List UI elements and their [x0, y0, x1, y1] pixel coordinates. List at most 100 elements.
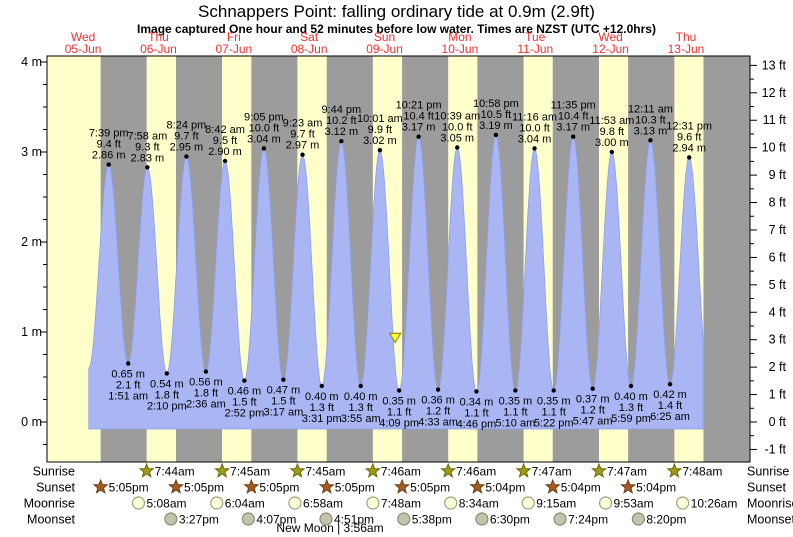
moonrise-icon: [444, 496, 458, 510]
low-tide-feet: 2.1 ft: [116, 380, 140, 392]
low-tide-feet: 1.1 ft: [541, 407, 565, 419]
high-tide-feet: 9.7 ft: [174, 131, 198, 143]
tide-extreme-dot: [532, 146, 537, 151]
high-tide-feet: 9.6 ft: [677, 131, 701, 143]
high-tide-meters: 3.02 m: [363, 135, 397, 147]
high-tide-time: 10:21 pm: [396, 100, 442, 112]
sunrise-icon: [440, 462, 457, 478]
moonrise-time: 9:15am: [536, 497, 576, 511]
almanac-row-label-left: Sunset: [36, 481, 75, 495]
current-tide-marker: [388, 332, 402, 344]
high-tide-feet: 10.4 ft: [403, 111, 434, 123]
sunset-time: 5:04pm: [485, 481, 525, 495]
night-band: [703, 56, 750, 462]
low-tide-feet: 1.5 ft: [232, 397, 256, 409]
high-tide-meters: 3.17 m: [556, 122, 590, 134]
low-tide-feet: 1.1 ft: [464, 407, 488, 419]
high-tide-meters: 3.12 m: [325, 126, 359, 138]
almanac-row-label-left: Moonset: [27, 513, 75, 527]
left-axis-label: 3 m: [21, 145, 42, 159]
tide-extreme-dot: [667, 382, 673, 387]
sunrise-time: 7:47am: [607, 465, 647, 479]
tide-extreme-dot: [339, 139, 344, 144]
sunrise-time: 7:45am: [230, 465, 270, 479]
moonset-time: 8:20pm: [646, 513, 686, 527]
tide-extreme-dot: [300, 152, 305, 157]
day-of-week-label: Thu: [148, 30, 169, 44]
tide-extreme-dot: [551, 388, 556, 393]
right-axis-label: 0 ft: [769, 415, 787, 429]
high-tide-feet: 10.5 ft: [481, 109, 512, 121]
high-tide-meters: 3.05 m: [440, 133, 474, 145]
day-of-week-label: Wed: [598, 30, 622, 44]
low-tide-meters: 0.40 m: [614, 391, 648, 403]
high-tide-time: 10:01 am: [357, 113, 403, 125]
tide-extreme-dot: [377, 148, 383, 153]
low-tide-feet: 1.3 ft: [310, 402, 334, 414]
high-tide-meters: 3.04 m: [518, 133, 552, 145]
high-tide-time: 9:05 pm: [244, 111, 284, 123]
tide-extreme-dot: [628, 383, 634, 389]
high-tide-meters: 3.00 m: [595, 137, 629, 149]
high-tide-time: 7:58 am: [128, 130, 168, 142]
low-tide-feet: 1.2 ft: [426, 406, 450, 418]
moonrise-icon: [521, 496, 535, 510]
low-tide-meters: 0.46 m: [228, 386, 262, 398]
moonrise-time: 9:53am: [614, 497, 654, 511]
sunset-time: 5:05pm: [184, 481, 224, 495]
low-tide-time: 5:22 pm: [534, 418, 574, 430]
moonrise-icon: [676, 496, 690, 510]
low-tide-time: 2:52 pm: [225, 408, 265, 420]
moonset-time: 5:38pm: [412, 513, 452, 527]
sunrise-time: 7:48am: [682, 465, 722, 479]
moonset-icon: [475, 512, 489, 526]
low-tide-feet: 1.5 ft: [271, 396, 295, 408]
moonset-icon: [397, 512, 411, 526]
right-axis-label: 6 ft: [769, 250, 787, 264]
low-tide-time: 1:51 am: [108, 391, 148, 403]
moonset-icon: [319, 512, 333, 526]
tide-extreme-dot: [474, 389, 479, 394]
high-tide-meters: 2.86 m: [92, 150, 126, 162]
high-tide-feet: 10.0 ft: [249, 122, 280, 134]
moonset-icon: [631, 512, 645, 526]
day-of-week-label: Fri: [227, 30, 241, 44]
moonrise-time: 6:04am: [225, 497, 265, 511]
sunset-time: 5:04pm: [561, 481, 601, 495]
sunset-icon: [167, 478, 185, 494]
right-axis-label: 11 ft: [763, 113, 787, 127]
low-tide-time: 3:31 pm: [302, 413, 342, 425]
almanac-row-label-right: Moonset: [747, 513, 793, 527]
moonrise-time: 10:26am: [691, 497, 738, 511]
moonset-icon: [241, 512, 255, 526]
plot-border: [46, 55, 751, 463]
sunset-icon: [318, 478, 335, 494]
almanac-row-label-left: Moonrise: [24, 497, 75, 511]
moonrise-time: 7:48am: [381, 497, 421, 511]
low-tide-feet: 1.2 ft: [580, 405, 604, 417]
high-tide-feet: 9.8 ft: [600, 126, 624, 138]
day-of-week-label: Wed: [71, 30, 95, 44]
high-tide-feet: 10.0 ft: [442, 122, 473, 134]
day-date-label: 10-Jun: [442, 42, 479, 56]
almanac-row-label-right: Sunrise: [747, 465, 789, 479]
tide-extreme-dot: [609, 149, 615, 155]
day-date-label: 12-Jun: [592, 42, 629, 56]
low-tide-time: 6:25 am: [650, 411, 690, 423]
sunrise-icon: [515, 462, 532, 478]
right-axis-label: 10 ft: [762, 141, 787, 155]
low-tide-time: 5:47 am: [573, 416, 613, 428]
low-tide-meters: 0.54 m: [150, 378, 184, 390]
sunrise-icon: [138, 462, 155, 478]
moonrise-icon: [210, 496, 224, 510]
tide-extreme-dot: [513, 388, 518, 393]
tide-extreme-dot: [125, 361, 131, 366]
low-tide-meters: 0.34 m: [460, 396, 494, 408]
right-axis-label: 4 ft: [769, 305, 787, 319]
moon-phase-label: New Moon | 3:56am: [276, 521, 383, 535]
right-axis-label: 2 ft: [769, 360, 787, 374]
high-tide-feet: 10.4 ft: [558, 111, 589, 123]
high-tide-time: 10:58 pm: [473, 98, 519, 110]
moonrise-icon: [366, 496, 380, 510]
high-tide-feet: 9.5 ft: [213, 135, 237, 147]
